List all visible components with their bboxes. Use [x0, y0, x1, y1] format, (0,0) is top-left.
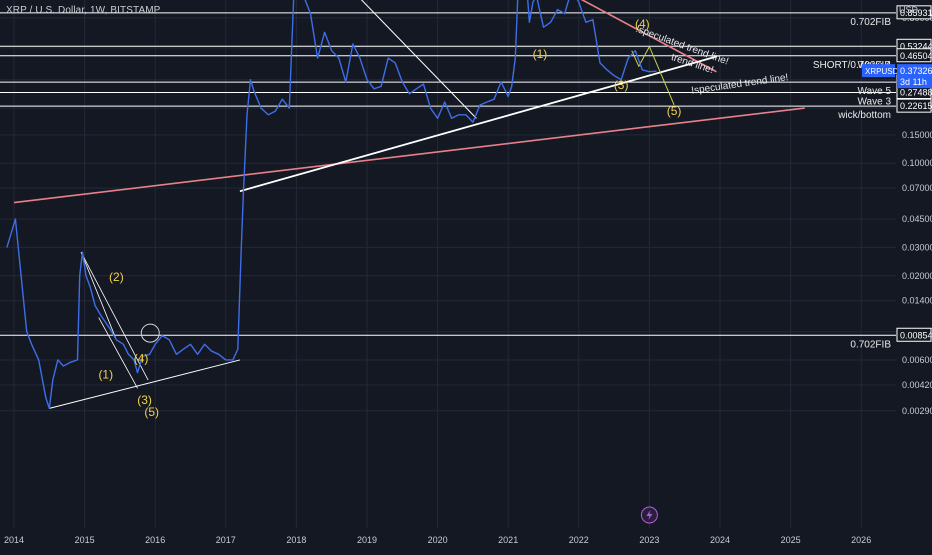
level-price-label: 0.27488: [900, 88, 932, 98]
trend-annotation: !speculated trend line!: [691, 72, 789, 97]
level-note: 0.702FIB: [850, 17, 891, 28]
currency-label: USD: [898, 5, 918, 15]
y-tick-label: 0.04500: [902, 214, 932, 224]
white-trend-line: [239, 55, 717, 193]
current-symbol-tag: [862, 64, 895, 78]
wave-label: (3): [614, 78, 629, 92]
minor-trend-line: [80, 252, 117, 340]
price-line: [6, 0, 657, 410]
level-note: SHORT/0.702FIB: [813, 60, 892, 71]
wave-label: (5): [667, 104, 682, 118]
wave-label-small: (5): [144, 405, 159, 419]
x-tick-label: 2026: [851, 535, 871, 545]
level-price-tag: [896, 5, 932, 20]
countdown-label: 3d 11h: [900, 77, 927, 87]
x-tick-label: 2025: [781, 535, 801, 545]
x-tick-label: 2023: [639, 535, 659, 545]
minor-trend-line: [80, 252, 149, 381]
level-price-tag: [896, 98, 932, 113]
x-tick-label: 2018: [286, 535, 306, 545]
level-price-label: 0.00854: [900, 330, 932, 340]
level-price-label: 0.53244: [900, 41, 932, 51]
wave-label: (4): [635, 17, 650, 31]
level-note: 0.702FIB: [850, 339, 891, 350]
wave-label-small: (1): [98, 368, 113, 382]
x-tick-label: 2014: [4, 535, 24, 545]
level-price-tag: [896, 327, 932, 342]
y-tick-label: 0.07000: [902, 183, 932, 193]
wave-label-small: (4): [134, 351, 149, 365]
current-symbol-label: XRPUSD: [865, 67, 899, 76]
lightning-icon: [646, 510, 653, 520]
y-tick-label: 0.00600: [902, 355, 932, 365]
white-trend-line: [360, 0, 477, 119]
pink-trend-line: [580, 0, 717, 73]
x-tick-label: 2021: [498, 535, 518, 545]
y-tick-label: 0.15000: [902, 130, 932, 140]
x-tick-label: 2022: [569, 535, 589, 545]
level-price-label: 0.85931: [900, 8, 932, 18]
x-tick-label: 2024: [710, 535, 730, 545]
level-price-label: 0.46504: [900, 51, 932, 61]
level-price-label: 0.22615: [900, 101, 932, 111]
highlight-circle: [140, 323, 160, 343]
white-trend-line: [49, 359, 241, 409]
x-tick-label: 2020: [428, 535, 448, 545]
wave-label-small: (3): [137, 393, 152, 407]
y-tick-label: 0.02000: [902, 271, 932, 281]
level-note: Wave 3: [857, 97, 891, 108]
x-tick-label: 2016: [145, 535, 165, 545]
x-tick-label: 2015: [75, 535, 95, 545]
chart-title: XRP / U.S. Dollar, 1W, BITSTAMP: [6, 5, 161, 16]
y-tick-label: 0.03000: [902, 242, 932, 252]
x-tick-label: 2017: [216, 535, 236, 545]
wave-label: (1): [533, 47, 548, 61]
current-price-tag: [897, 64, 932, 89]
level-price-tag: [896, 48, 932, 63]
minor-trend-line: [98, 317, 138, 389]
wave-label-small: (2): [109, 270, 124, 284]
y-tick-label: 0.01400: [902, 296, 932, 306]
current-price-label: 0.37326: [900, 66, 932, 76]
level-note: Wave 5: [857, 86, 891, 97]
x-tick-label: 2019: [357, 535, 377, 545]
pink-trend-line: [13, 107, 805, 204]
y-tick-label: 0.00420: [902, 380, 932, 390]
wave-projection-line: [631, 45, 675, 106]
level-note: wick/bottom: [837, 110, 891, 121]
y-tick-label: 0.00290: [902, 406, 932, 416]
y-tick-label: 0.10000: [902, 158, 932, 168]
